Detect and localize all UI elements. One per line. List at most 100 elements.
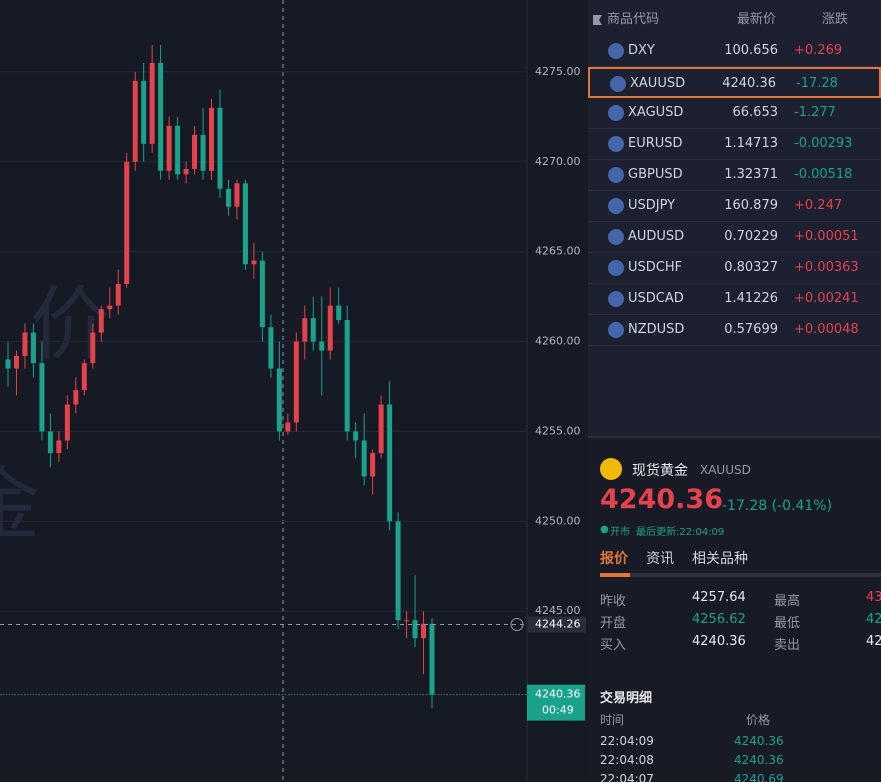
watermark: 价 (30, 278, 110, 371)
tab-track (600, 573, 881, 577)
watchlist-row[interactable]: AUDUSD 0.70229 +0.00051 (588, 222, 881, 253)
last-price: 4240.36 (535, 688, 581, 701)
candle-body (98, 309, 104, 333)
change: +0.247 (794, 198, 843, 213)
stat-value: 42 (866, 634, 881, 649)
status-dot: ● (600, 524, 609, 535)
last-price-bg (527, 684, 585, 721)
watchlist-row[interactable]: XAUUSD 4240.36 -17.28 (588, 67, 881, 98)
candle-body (353, 431, 359, 441)
flag-icon (608, 229, 624, 245)
candle-body (132, 80, 138, 162)
trade-time: 22:04:08 (600, 753, 654, 767)
flag-icon (608, 43, 624, 59)
price: 160.879 (724, 198, 778, 213)
crosshair-label: 4244.26 (535, 618, 581, 631)
col-header: 价格 (746, 713, 771, 727)
symbol: NZDUSD (628, 322, 685, 337)
change: +0.00363 (794, 260, 859, 275)
price: 1.14713 (724, 136, 778, 151)
symbol: XAUUSD (700, 463, 751, 477)
candle-body (404, 620, 410, 622)
col-header: 时间 (600, 713, 625, 727)
candle-body (302, 318, 308, 342)
trade-price: 4240.36 (734, 734, 784, 748)
tab[interactable]: 相关品种 (692, 551, 748, 567)
stat-value: 43 (866, 590, 881, 605)
symbol: XAUUSD (630, 76, 686, 91)
trade-time: 22:04:07 (600, 772, 654, 782)
y-tick-label: 4265.00 (535, 245, 581, 258)
col-header: 涨跌 (822, 12, 849, 27)
symbol: USDCAD (628, 291, 684, 306)
watchlist-row[interactable]: EURUSD 1.14713 -0.00293 (588, 129, 881, 160)
flag-icon (610, 76, 626, 92)
stat-label: 最高 (774, 594, 801, 609)
name: 现货黄金 (632, 463, 688, 479)
watchlist-row[interactable]: DXY 100.656 +0.269 (588, 36, 881, 67)
change: -0.00293 (794, 136, 853, 151)
flag-icon (593, 15, 602, 25)
candle-body (56, 440, 62, 454)
tab-indicator (600, 573, 630, 577)
candle-body (5, 359, 11, 369)
change: -1.277 (794, 105, 836, 120)
candle-body (234, 183, 240, 207)
y-tick-label: 4255.00 (535, 424, 581, 437)
symbol: EURUSD (628, 136, 683, 151)
watermark: 金 (0, 458, 40, 551)
watchlist-row[interactable]: XAGUSD 66.653 -1.277 (588, 98, 881, 129)
stat-label: 昨收 (600, 594, 627, 609)
flag-icon (608, 105, 624, 121)
stat-label: 卖出 (774, 638, 801, 653)
y-tick-label: 4270.00 (535, 155, 581, 168)
watchlist-row[interactable]: GBPUSD 1.32371 -0.00518 (588, 160, 881, 191)
candle-body (268, 327, 274, 369)
watchlist-row[interactable]: USDJPY 160.879 +0.247 (588, 191, 881, 222)
candle-body (124, 161, 130, 285)
candle-body (429, 623, 435, 695)
detail-panel: 现货黄金 XAUUSD 4240.36 -17.28 (-0.41%) ● 开市… (588, 436, 881, 782)
stat-label: 最低 (774, 616, 801, 631)
candle-body (336, 305, 342, 320)
candle-body (90, 332, 96, 364)
stat-label: 买入 (600, 638, 627, 653)
candle-body (13, 355, 19, 369)
candle-body (378, 404, 384, 454)
change: -17.28 (796, 76, 838, 91)
candle-body (73, 390, 79, 405)
candle-body (183, 168, 189, 175)
change: -0.00518 (794, 167, 853, 182)
chart: 价 金 4245.00 4250.00 4255.00 4260.00 4265.00 4… (0, 0, 586, 782)
candle-body (141, 80, 147, 144)
trade-price: 4240.36 (734, 753, 784, 767)
candle-body (81, 363, 87, 391)
candle-body (370, 453, 376, 477)
change: +0.00241 (794, 291, 859, 306)
symbol: AUDUSD (628, 229, 685, 244)
change: +0.269 (794, 43, 843, 58)
trade-price: 4240.69 (734, 772, 784, 782)
symbol: DXY (628, 43, 655, 58)
flag-icon (608, 198, 624, 214)
stat-value: 4256.62 (692, 612, 746, 627)
y-tick-label: 4260.00 (535, 335, 581, 348)
stat-value: 4240.36 (692, 634, 746, 649)
candle-body (225, 188, 231, 207)
tab[interactable]: 资讯 (646, 551, 674, 567)
watchlist-row[interactable]: NZDUSD 0.57699 +0.00048 (588, 315, 881, 346)
price: 1.41226 (724, 291, 778, 306)
tab[interactable]: 报价 (600, 551, 628, 567)
watchlist-row[interactable]: USDCHF 0.80327 +0.00363 (588, 253, 881, 284)
candle-body (64, 404, 70, 441)
stat-value: 4257.64 (692, 590, 746, 605)
candle-body (421, 623, 427, 639)
price: 1.32371 (724, 167, 778, 182)
candle-body (361, 440, 367, 477)
y-tick-label: 4245.00 (535, 604, 581, 617)
candle-body (276, 368, 282, 432)
candle-body (175, 125, 181, 175)
stat-value: 42 (866, 612, 881, 627)
watchlist-row[interactable]: USDCAD 1.41226 +0.00241 (588, 284, 881, 315)
change: +0.00048 (794, 322, 859, 337)
